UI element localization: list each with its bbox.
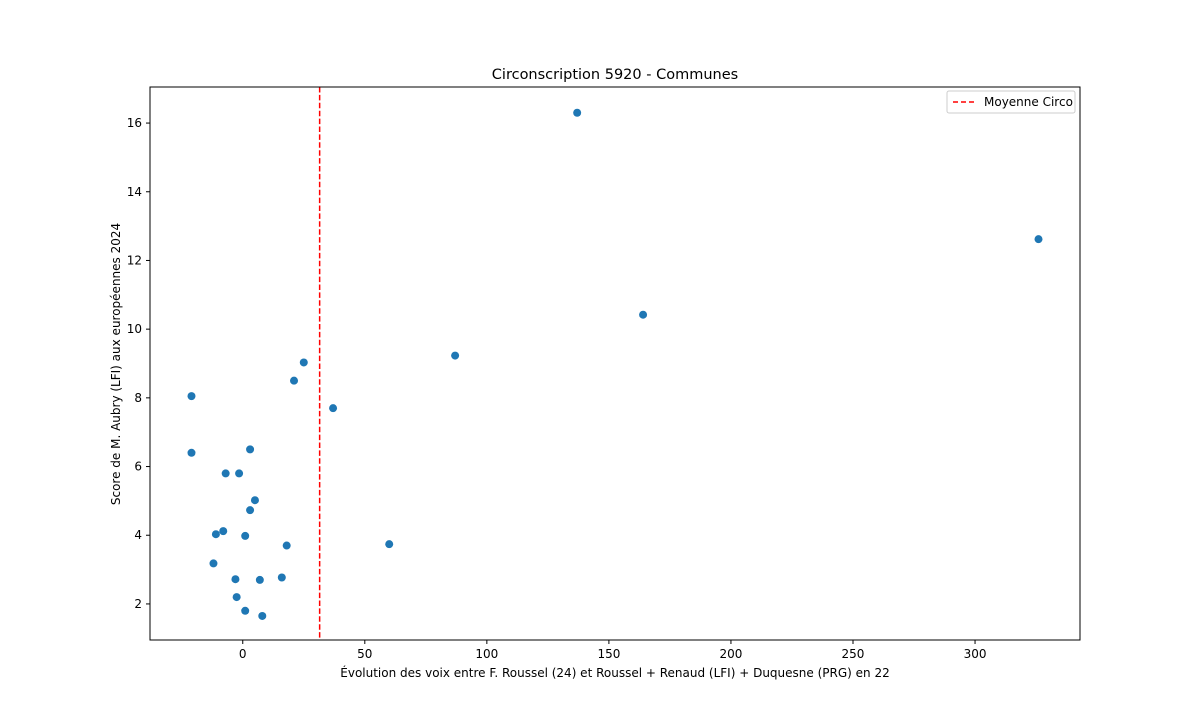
scatter-point bbox=[329, 404, 338, 413]
y-tick-label: 10 bbox=[127, 322, 142, 336]
scatter-point bbox=[255, 575, 264, 584]
x-tick-label: 300 bbox=[964, 647, 987, 661]
scatter-point bbox=[1034, 235, 1043, 244]
scatter-point bbox=[221, 469, 230, 478]
scatter-point bbox=[246, 445, 255, 454]
x-tick-label: 50 bbox=[357, 647, 372, 661]
scatter-point bbox=[187, 448, 196, 457]
scatter-point bbox=[258, 611, 267, 620]
scatter-point bbox=[290, 376, 299, 385]
legend: Moyenne Circo bbox=[946, 90, 1076, 114]
y-tick-label: 2 bbox=[134, 597, 142, 611]
y-tick-label: 8 bbox=[134, 391, 142, 405]
legend-box bbox=[946, 90, 1076, 114]
y-tick-label: 6 bbox=[134, 460, 142, 474]
y-tick-label: 14 bbox=[127, 185, 142, 199]
x-tick-label: 250 bbox=[842, 647, 865, 661]
scatter-point bbox=[250, 496, 259, 505]
scatter-point bbox=[277, 573, 286, 582]
scatter-point bbox=[231, 575, 240, 584]
scatter-point bbox=[639, 310, 648, 319]
y-axis: 2 4 6 8 10 12 14 16 bbox=[127, 116, 150, 611]
scatter-point bbox=[187, 392, 196, 401]
scatter-point bbox=[451, 351, 460, 360]
y-axis-label: Score de M. Aubry (LFI) aux européennes … bbox=[109, 223, 123, 505]
scatter-point bbox=[241, 531, 250, 540]
y-tick-label: 16 bbox=[127, 116, 142, 130]
scatter-point bbox=[241, 606, 250, 615]
scatter-point bbox=[282, 541, 291, 550]
scatter-point bbox=[235, 469, 244, 478]
scatter-point bbox=[232, 593, 241, 602]
plot-frame bbox=[149, 86, 1081, 641]
x-tick-label: 150 bbox=[597, 647, 620, 661]
x-tick-label: 200 bbox=[719, 647, 742, 661]
chart-title: Circonscription 5920 - Communes bbox=[492, 67, 738, 83]
scatter-point bbox=[299, 358, 308, 367]
scatter-point bbox=[211, 530, 220, 539]
scatter-point bbox=[246, 506, 255, 515]
y-tick-label: 12 bbox=[127, 253, 142, 267]
x-tick-label: 100 bbox=[475, 647, 498, 661]
scatter-point bbox=[573, 108, 582, 117]
scatter-point bbox=[219, 527, 228, 536]
x-axis: 0 50 100 150 200 250 300 bbox=[239, 640, 987, 661]
x-axis-label: Évolution des voix entre F. Roussel (24)… bbox=[340, 665, 889, 680]
scatter-point bbox=[209, 559, 218, 568]
scatter-point bbox=[385, 540, 394, 549]
plot-area bbox=[187, 87, 1043, 640]
x-tick-label: 0 bbox=[239, 647, 247, 661]
legend-label: Moyenne Circo bbox=[984, 95, 1073, 109]
y-tick-label: 4 bbox=[134, 528, 142, 542]
